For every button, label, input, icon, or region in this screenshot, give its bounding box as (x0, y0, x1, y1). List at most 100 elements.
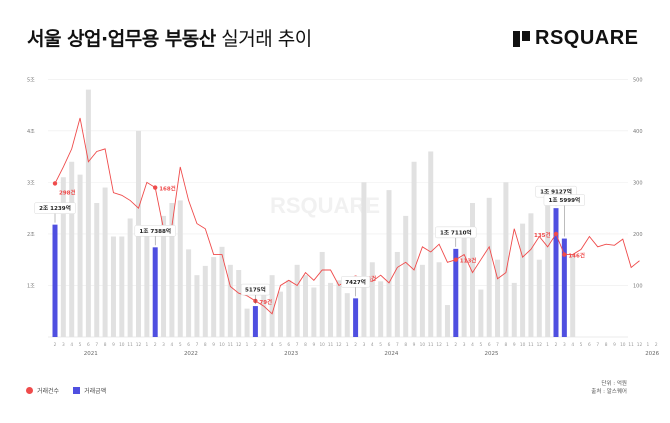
month-tick-label: 4 (271, 342, 274, 348)
month-tick-label: 6 (287, 342, 290, 348)
amount-bar (436, 262, 442, 337)
amount-data-label: 7427억 (345, 278, 366, 286)
amount-bar (202, 265, 208, 337)
month-tick-label: 6 (488, 342, 491, 348)
left-axis-tick: 4조 (27, 129, 35, 135)
amount-bar (470, 203, 475, 337)
year-label: 2026 (645, 351, 659, 357)
month-tick-label: 4 (371, 342, 374, 348)
chart-title-bold: 서울 상업·업무용 부동산 (27, 28, 216, 50)
year-label: 2022 (184, 351, 198, 357)
month-tick-label: 5 (580, 342, 583, 348)
month-tick-label: 8 (304, 342, 307, 348)
month-tick-label: 4 (171, 342, 174, 348)
month-tick-label: 8 (505, 342, 508, 348)
month-tick-label: 9 (112, 342, 115, 348)
legend-amount-marker (73, 387, 81, 394)
rsquare-logo: RSQUARE (513, 27, 639, 50)
count-data-label: 168건 (159, 185, 176, 193)
amount-bar (294, 264, 300, 337)
month-tick-label: 9 (212, 342, 215, 348)
month-tick-label: 8 (204, 342, 207, 348)
month-tick-label: 9 (513, 342, 516, 348)
amount-data-label: 5175억 (245, 286, 266, 294)
count-data-label: 146건 (568, 252, 585, 260)
legend-item-amount: 거래금액 (73, 386, 106, 395)
month-tick-label: 2 (54, 342, 57, 348)
amount-bar (361, 182, 367, 337)
month-tick-label: 11 (328, 342, 334, 348)
source-note: 출처 : 알스퀘어 (591, 389, 627, 395)
month-tick-label: 2 (555, 342, 558, 348)
count-data-label: 135건 (534, 231, 551, 239)
month-tick-label: 12 (537, 342, 543, 348)
amount-bar (419, 264, 425, 337)
month-tick-label: 5 (279, 342, 282, 348)
right-axis-tick: 500 (633, 77, 643, 83)
month-tick-label: 4 (70, 342, 73, 348)
count-data-label: 113건 (460, 257, 477, 265)
year-label: 2023 (284, 351, 298, 357)
month-tick-label: 7 (596, 342, 599, 348)
amount-bar (102, 187, 108, 337)
amount-bar (261, 288, 267, 337)
count-point (52, 181, 58, 186)
amount-bar-highlight (52, 224, 58, 337)
amount-bar (277, 291, 283, 337)
count-data-label: 298건 (59, 188, 76, 196)
month-tick-label: 1 (145, 342, 148, 348)
legend-amount-label: 거래금액 (84, 388, 107, 395)
amount-bar (511, 282, 517, 337)
amount-bar (269, 275, 275, 337)
amount-data-label: 1조 5999억 (548, 196, 580, 204)
amount-bar (303, 275, 308, 337)
legend-count-marker (26, 387, 33, 394)
amount-bar-highlight (353, 298, 359, 337)
month-tick-label: 11 (228, 342, 234, 348)
month-tick-label: 3 (162, 342, 165, 348)
month-tick-label: 1 (246, 342, 249, 348)
amount-bar (119, 236, 125, 337)
amount-bar (194, 275, 200, 337)
right-axis-tick: 200 (633, 232, 643, 238)
amount-bar-highlight (152, 247, 158, 337)
count-point (562, 252, 567, 257)
month-tick-label: 3 (463, 342, 466, 348)
month-tick-label: 7 (396, 342, 399, 348)
month-tick-label: 3 (363, 342, 366, 348)
amount-data-label: 1조 9127억 (540, 188, 572, 196)
year-label: 2024 (384, 351, 398, 357)
amount-bar (528, 213, 534, 337)
amount-bar (286, 280, 292, 337)
rsquare-logo-text: RSQUARE (535, 27, 639, 49)
amount-bar (428, 151, 434, 337)
amount-bar (60, 177, 66, 337)
legend: 거래건수 거래금액 (26, 386, 106, 395)
month-tick-label: 7 (496, 342, 499, 348)
legend-item-count: 거래건수 (26, 386, 59, 395)
legend-count-label: 거래건수 (37, 388, 60, 395)
right-axis-tick: 400 (633, 129, 643, 135)
amount-bar (503, 182, 509, 337)
amount-bar (77, 174, 83, 337)
amount-bar (336, 280, 342, 337)
amount-bar (403, 215, 409, 337)
month-tick-label: 11 (428, 342, 434, 348)
amount-bar-highlight (453, 248, 459, 337)
month-tick-label: 12 (136, 342, 142, 348)
amount-bar (461, 236, 467, 337)
amount-bar (94, 203, 100, 337)
amount-bar (369, 262, 375, 337)
month-tick-label: 9 (613, 342, 616, 348)
month-tick-label: 7 (296, 342, 299, 348)
amount-data-label: 1조 7110억 (440, 228, 472, 236)
month-tick-label: 7 (196, 342, 199, 348)
right-axis-tick: 300 (633, 180, 643, 186)
amount-bar (85, 89, 91, 337)
amount-bar (394, 251, 400, 337)
year-label: 2021 (84, 351, 98, 357)
month-tick-label: 2 (354, 342, 357, 348)
amount-bar (411, 161, 417, 337)
month-tick-label: 1 (646, 342, 649, 348)
month-tick-label: 10 (119, 342, 125, 348)
